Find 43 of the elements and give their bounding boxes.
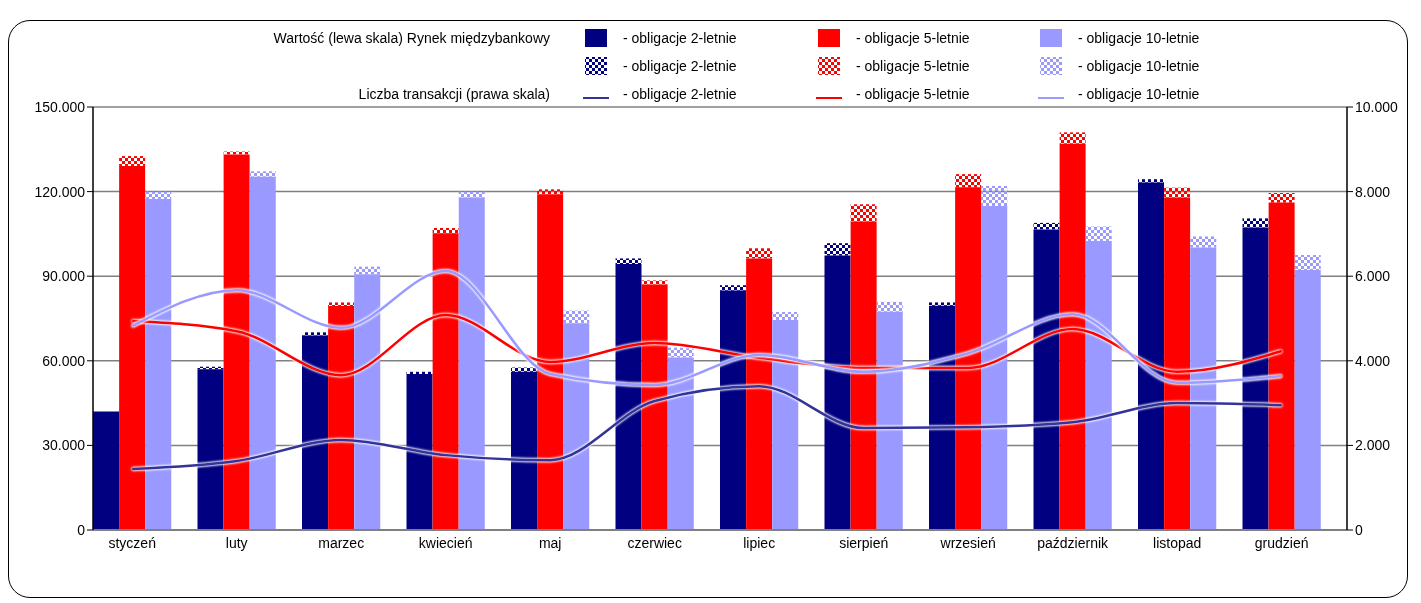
legend-label: - obligacje 5-letnie <box>856 30 970 46</box>
x-tick-label: kwiecień <box>418 534 473 551</box>
bar <box>511 371 537 530</box>
x-tick-label: styczeń <box>108 534 156 551</box>
legend-label: - obligacje 10-letnie <box>1078 58 1200 74</box>
y2-tick-label: 8.000 <box>1355 183 1391 200</box>
x-tick-label: wrzesień <box>939 534 996 551</box>
legend-label: - obligacje 10-letnie <box>1078 86 1200 102</box>
line-series <box>130 384 1283 471</box>
legend-label: - obligacje 2-letnie <box>623 86 737 102</box>
y2-tick-label: 6.000 <box>1355 268 1391 285</box>
bar <box>197 369 224 530</box>
legend-label: - obligacje 2-letnie <box>623 30 737 46</box>
x-tick-label: grudzień <box>1254 534 1309 551</box>
bar <box>406 374 433 530</box>
y-tick-label: 120.000 <box>34 183 86 200</box>
text: Wartość (lewa skala) Rynek międzybankowy <box>273 30 550 46</box>
y2-tick-label: 4.000 <box>1355 352 1391 369</box>
y2-tick-label: 0 <box>1355 521 1363 538</box>
y-tick-label: 150.000 <box>34 98 86 115</box>
x-tick-label: lipiec <box>743 534 776 551</box>
y-tick-label: 0 <box>77 521 86 538</box>
legend-label: - obligacje 2-letnie <box>623 58 737 74</box>
x-tick-label: październik <box>1037 534 1110 551</box>
x-tick-label: listopad <box>1153 534 1202 551</box>
x-tick-label: marzec <box>318 534 365 551</box>
y-tick-label: 30.000 <box>42 437 86 454</box>
y-tick-label: 60.000 <box>42 352 86 369</box>
bar <box>93 411 119 530</box>
text: Liczba transakcji (prawa skala) <box>358 86 550 102</box>
y-tick-label: 90.000 <box>42 268 86 285</box>
x-tick-label: luty <box>225 534 248 551</box>
x-tick-label: maj <box>538 534 562 551</box>
y2-tick-label: 2.000 <box>1355 437 1391 454</box>
x-tick-label: czerwiec <box>627 534 682 551</box>
legend-label: - obligacje 5-letnie <box>856 86 970 102</box>
bar <box>1138 182 1164 530</box>
bar <box>929 305 955 530</box>
x-tick-label: sierpień <box>839 534 889 551</box>
legend-label: - obligacje 10-letnie <box>1078 30 1200 46</box>
legend-label: - obligacje 5-letnie <box>856 58 970 74</box>
y2-tick-label: 10.000 <box>1355 98 1399 115</box>
bar <box>302 335 328 530</box>
